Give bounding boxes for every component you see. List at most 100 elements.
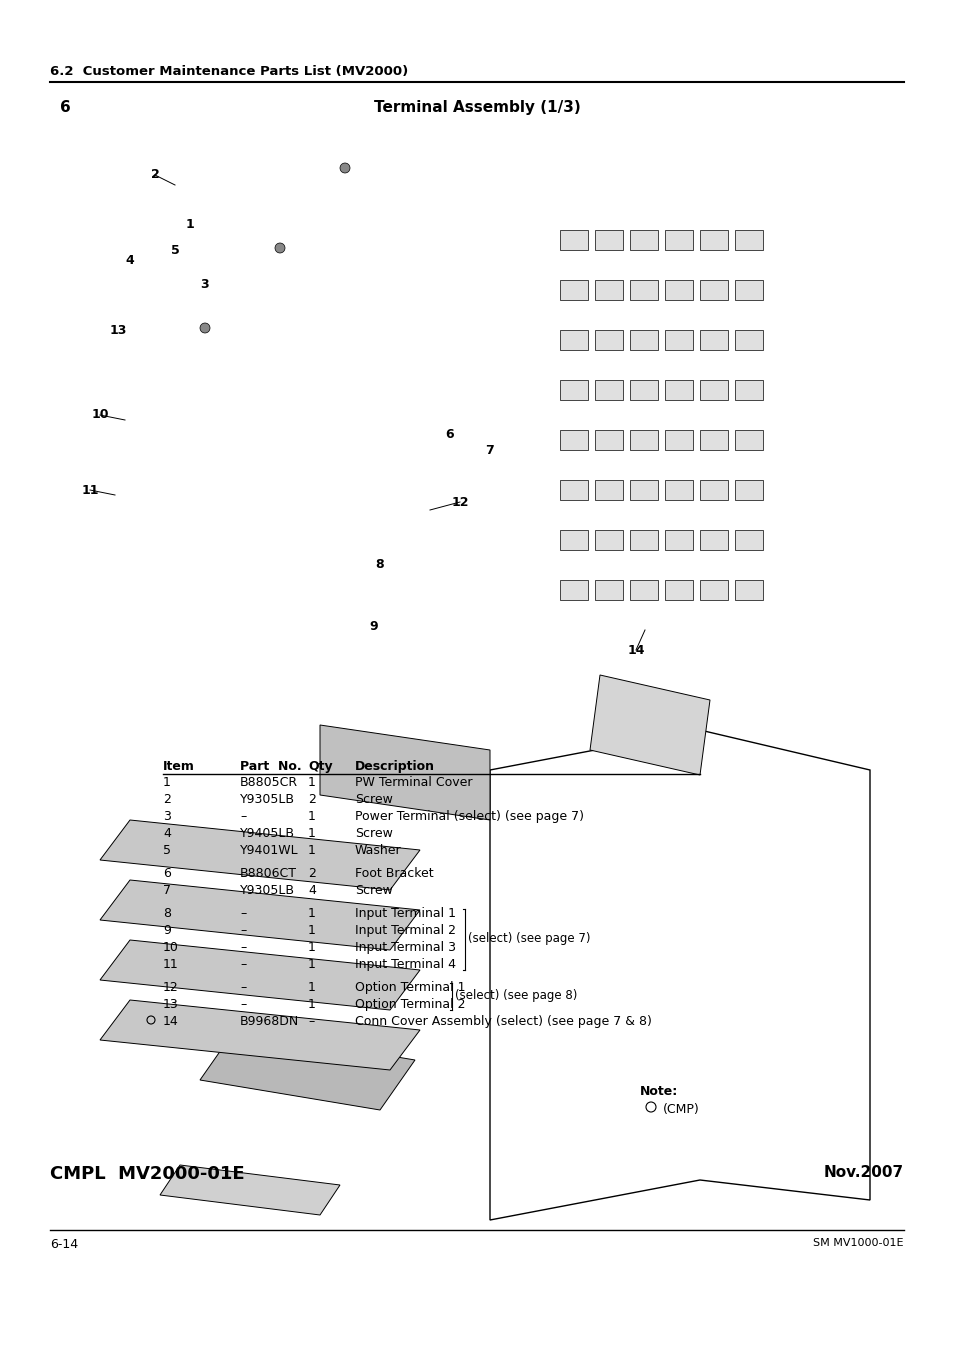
Text: 10: 10 <box>163 941 178 954</box>
Text: Part  No.: Part No. <box>240 760 301 774</box>
Bar <box>734 481 762 500</box>
Text: 4: 4 <box>308 884 315 896</box>
Text: 9: 9 <box>370 621 378 633</box>
Bar <box>664 531 692 549</box>
Text: 11: 11 <box>81 483 99 497</box>
Text: –: – <box>240 998 246 1011</box>
Bar <box>629 431 658 450</box>
Circle shape <box>274 243 285 252</box>
Polygon shape <box>200 1030 415 1110</box>
Bar <box>595 329 622 350</box>
Text: Screw: Screw <box>355 884 393 896</box>
Bar <box>734 531 762 549</box>
Bar <box>734 431 762 450</box>
Polygon shape <box>100 940 419 1010</box>
Text: 12: 12 <box>163 981 178 994</box>
Text: –: – <box>240 941 246 954</box>
Text: 3: 3 <box>200 278 209 292</box>
Bar <box>700 580 727 599</box>
Bar <box>629 481 658 500</box>
Text: 5: 5 <box>171 243 179 256</box>
Bar <box>595 431 622 450</box>
Bar <box>664 379 692 400</box>
Polygon shape <box>100 1000 419 1071</box>
Text: 1: 1 <box>308 828 315 840</box>
Text: Input Terminal 4: Input Terminal 4 <box>355 958 456 971</box>
Circle shape <box>200 323 210 333</box>
Circle shape <box>339 163 350 173</box>
Text: 1: 1 <box>308 810 315 824</box>
Text: Option Terminal 1: Option Terminal 1 <box>355 981 465 994</box>
Bar <box>559 580 587 599</box>
Text: 2: 2 <box>308 792 315 806</box>
Text: Foot Bracket: Foot Bracket <box>355 867 434 880</box>
Text: 2: 2 <box>163 792 171 806</box>
Polygon shape <box>319 725 490 819</box>
Bar <box>700 279 727 300</box>
Bar <box>734 230 762 250</box>
Polygon shape <box>160 1165 339 1215</box>
Text: Input Terminal 2: Input Terminal 2 <box>355 923 456 937</box>
Bar <box>734 279 762 300</box>
Bar <box>734 379 762 400</box>
Bar <box>595 279 622 300</box>
Text: 10: 10 <box>91 409 109 421</box>
Bar <box>629 580 658 599</box>
Bar <box>595 379 622 400</box>
Text: PW Terminal Cover: PW Terminal Cover <box>355 776 472 788</box>
Polygon shape <box>589 675 709 775</box>
Text: Option Terminal 2: Option Terminal 2 <box>355 998 465 1011</box>
Text: –: – <box>240 981 246 994</box>
Bar <box>700 329 727 350</box>
Bar <box>629 279 658 300</box>
Bar <box>629 329 658 350</box>
Text: 6.2  Customer Maintenance Parts List (MV2000): 6.2 Customer Maintenance Parts List (MV2… <box>50 65 408 78</box>
Text: 1: 1 <box>308 844 315 857</box>
Text: 1: 1 <box>308 998 315 1011</box>
Text: (select) (see page 8): (select) (see page 8) <box>455 990 577 1002</box>
Text: 1: 1 <box>163 776 171 788</box>
Text: 1: 1 <box>308 923 315 937</box>
Text: Screw: Screw <box>355 828 393 840</box>
Text: 1: 1 <box>308 941 315 954</box>
Bar <box>664 481 692 500</box>
Text: Y9405LB: Y9405LB <box>240 828 294 840</box>
Bar <box>559 329 587 350</box>
Text: (select) (see page 7): (select) (see page 7) <box>468 931 590 945</box>
Text: 6-14: 6-14 <box>50 1238 78 1251</box>
Text: 4: 4 <box>126 254 134 266</box>
Text: 4: 4 <box>163 828 171 840</box>
Text: 2: 2 <box>308 867 315 880</box>
Bar <box>559 481 587 500</box>
Text: Description: Description <box>355 760 435 774</box>
Text: Y9305LB: Y9305LB <box>240 884 294 896</box>
Text: SM MV1000-01E: SM MV1000-01E <box>813 1238 903 1247</box>
Text: –: – <box>240 810 246 824</box>
Text: 6: 6 <box>60 100 71 115</box>
Text: Item: Item <box>163 760 194 774</box>
Polygon shape <box>100 880 419 950</box>
Text: –: – <box>240 907 246 919</box>
Text: 1: 1 <box>308 981 315 994</box>
Text: Conn Cover Assembly (select) (see page 7 & 8): Conn Cover Assembly (select) (see page 7… <box>355 1015 651 1027</box>
Text: Y9401WL: Y9401WL <box>240 844 298 857</box>
Bar <box>559 531 587 549</box>
Text: –: – <box>240 923 246 937</box>
Text: 6: 6 <box>163 867 171 880</box>
Text: (CMP): (CMP) <box>662 1103 699 1116</box>
Text: 14: 14 <box>626 644 644 656</box>
Text: 1: 1 <box>186 219 194 231</box>
Text: 5: 5 <box>163 844 171 857</box>
Text: 14: 14 <box>163 1015 178 1027</box>
Text: 6: 6 <box>445 428 454 441</box>
Text: 1: 1 <box>308 776 315 788</box>
Text: B8806CT: B8806CT <box>240 867 296 880</box>
Text: 3: 3 <box>163 810 171 824</box>
Bar <box>700 431 727 450</box>
Bar <box>629 230 658 250</box>
Text: CMPL  MV2000-01E: CMPL MV2000-01E <box>50 1165 244 1183</box>
Text: Terminal Assembly (1/3): Terminal Assembly (1/3) <box>374 100 579 115</box>
Bar <box>559 431 587 450</box>
Bar <box>559 230 587 250</box>
Text: 7: 7 <box>163 884 171 896</box>
